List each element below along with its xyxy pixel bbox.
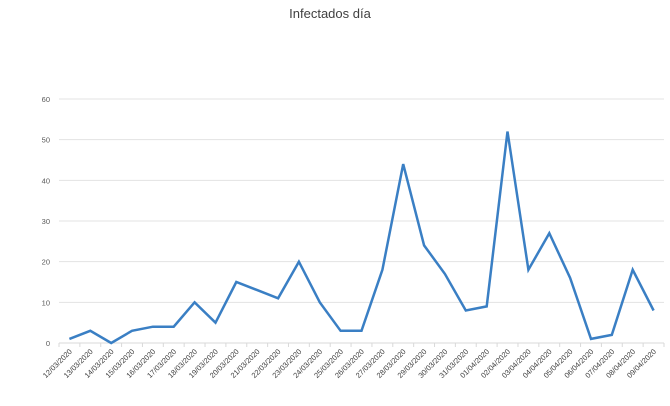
y-tick-label: 40 bbox=[42, 176, 50, 185]
y-axis-tick-labels: 0 10 20 30 40 50 60 bbox=[42, 95, 50, 348]
y-tick-label: 30 bbox=[42, 217, 50, 226]
gridlines bbox=[59, 98, 664, 303]
y-tick-label: 0 bbox=[46, 339, 50, 348]
series-line bbox=[68, 131, 655, 345]
y-tick-label: 10 bbox=[42, 298, 50, 307]
y-tick-label: 20 bbox=[42, 258, 50, 267]
y-tick-label: 50 bbox=[42, 136, 50, 145]
x-axis-tick-labels: 12/03/202013/03/202014/03/202015/03/2020… bbox=[41, 347, 658, 380]
data-series bbox=[68, 131, 655, 345]
chart-title: Infectados día bbox=[289, 6, 371, 21]
x-axis bbox=[58, 342, 665, 347]
y-tick-label: 60 bbox=[42, 95, 50, 104]
